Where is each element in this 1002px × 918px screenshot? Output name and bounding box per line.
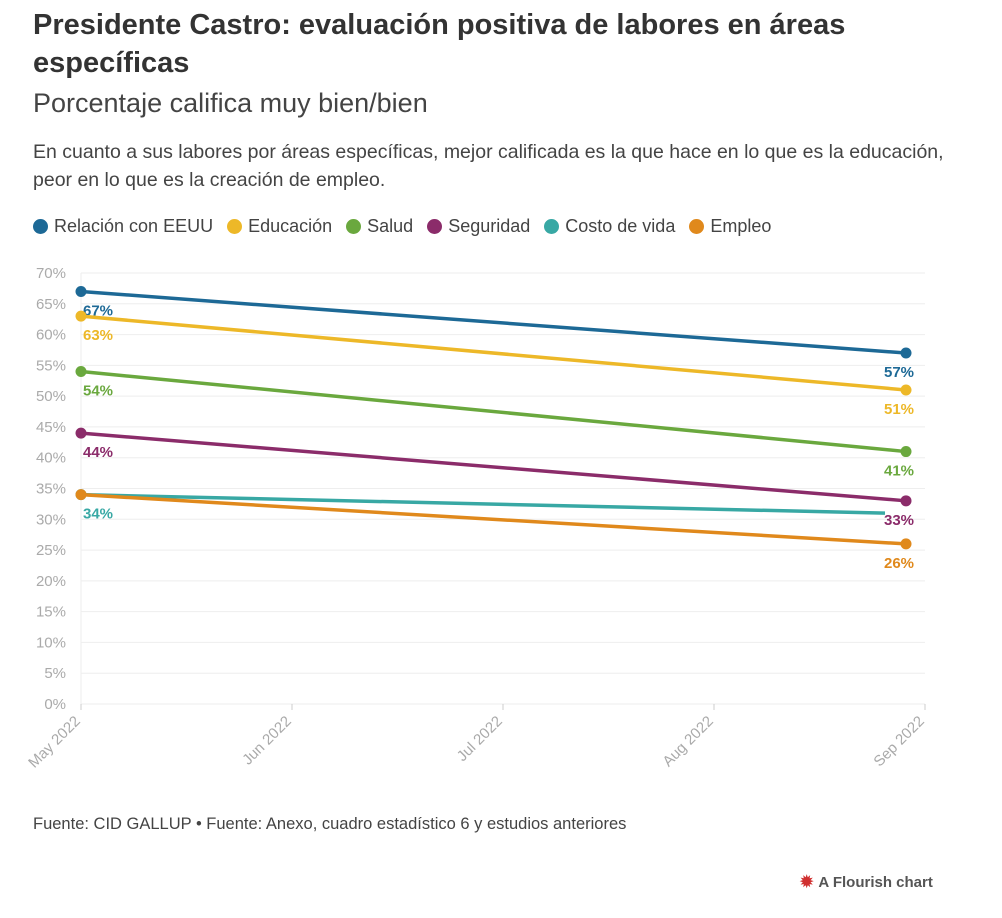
y-tick-label: 5%: [44, 665, 66, 682]
y-tick-label: 0%: [44, 696, 66, 713]
series-line: [80, 289, 907, 355]
chart-title: Presidente Castro: evaluación positiva d…: [33, 9, 846, 79]
legend-swatch: [346, 219, 362, 234]
legend-swatch: [689, 219, 705, 234]
legend-item[interactable]: Educación: [227, 216, 332, 237]
data-label: 63%: [83, 327, 113, 344]
x-tick-label: Sep 2022: [870, 713, 927, 770]
chart-description: En cuanto a sus labores por áreas especí…: [33, 141, 944, 191]
data-label: 41%: [884, 463, 914, 480]
data-point: [75, 310, 87, 322]
y-tick-label: 35%: [36, 481, 66, 498]
y-tick-label: 40%: [36, 450, 66, 467]
data-point: [900, 384, 912, 396]
data-label: 54%: [83, 383, 113, 400]
x-tick-label: Jun 2022: [239, 713, 295, 769]
data-point: [900, 347, 912, 359]
series-line: [80, 314, 907, 392]
data-point: [75, 427, 87, 439]
y-tick-label: 10%: [36, 634, 66, 651]
data-point: [75, 285, 87, 297]
legend-label: Seguridad: [448, 216, 531, 236]
data-label: 33%: [884, 512, 914, 529]
data-point: [900, 446, 912, 458]
legend-swatch: [227, 219, 243, 234]
chart-subtitle: Porcentaje califica muy bien/bien: [33, 88, 428, 118]
y-tick-label: 25%: [36, 542, 66, 559]
legend-item[interactable]: Seguridad: [427, 216, 530, 237]
legend-label: Empleo: [710, 216, 772, 236]
legend-swatch: [544, 219, 560, 234]
legend-item[interactable]: Empleo: [689, 216, 771, 237]
series-line: [80, 431, 907, 503]
legend-label: Relación con EEUU: [54, 216, 214, 236]
flourish-label: A Flourish chart: [818, 873, 933, 891]
series-line: [80, 492, 907, 546]
source-note: Fuente: CID GALLUP • Fuente: Anexo, cuad…: [33, 815, 627, 833]
data-point: [900, 495, 912, 507]
legend-label: Salud: [367, 216, 414, 236]
data-label: 57%: [884, 364, 914, 381]
x-tick-label: Aug 2022: [659, 713, 716, 770]
y-tick-label: 60%: [36, 327, 66, 344]
flourish-branding[interactable]: ✹ A Flourish chart: [800, 872, 933, 892]
data-point: [75, 366, 87, 378]
legend-label: Educación: [248, 216, 333, 236]
legend-item[interactable]: Costo de vida: [544, 216, 675, 237]
y-tick-label: 30%: [36, 511, 66, 528]
legend-item[interactable]: Relación con EEUU: [33, 216, 213, 237]
flourish-logo-icon: ✹: [800, 874, 814, 891]
series-line: [80, 369, 907, 454]
legend: Relación con EEUU Educación Salud Seguridad…: [33, 216, 771, 237]
data-label: 26%: [884, 555, 914, 572]
y-tick-label: 55%: [36, 357, 66, 374]
y-tick-label: 20%: [36, 573, 66, 590]
y-tick-label: 45%: [36, 419, 66, 436]
series-line: [80, 492, 886, 515]
legend-swatch: [33, 219, 48, 234]
x-tick-label: May 2022: [25, 713, 84, 772]
data-label: 34%: [83, 506, 113, 523]
legend-item[interactable]: Salud: [346, 216, 413, 237]
data-point: [900, 538, 912, 550]
legend-label: Costo de vida: [565, 216, 676, 236]
y-tick-label: 15%: [36, 604, 66, 621]
data-label: 44%: [83, 444, 113, 461]
x-tick-label: Jul 2022: [454, 713, 506, 765]
y-tick-label: 70%: [36, 265, 66, 282]
y-tick-label: 50%: [36, 388, 66, 405]
data-point: [75, 489, 87, 501]
legend-swatch: [427, 219, 443, 234]
y-tick-label: 65%: [36, 296, 66, 313]
data-label: 51%: [884, 401, 914, 418]
